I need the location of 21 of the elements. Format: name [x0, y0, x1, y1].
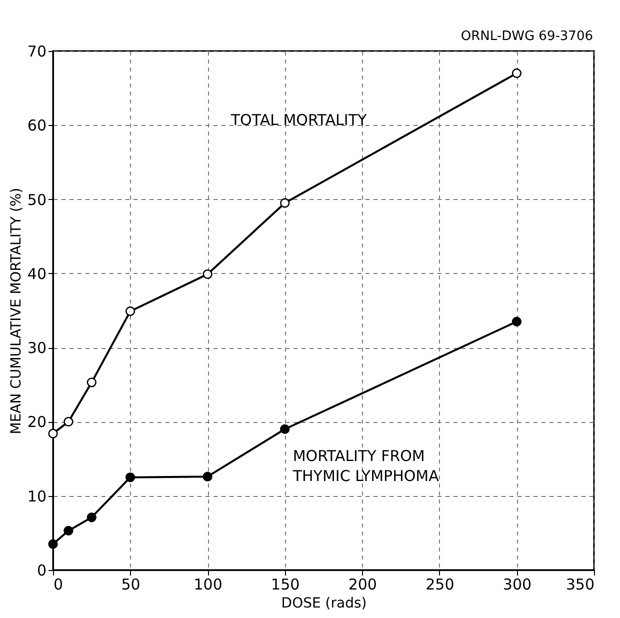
x-tick-label: 0 — [54, 576, 64, 594]
series-label: MORTALITY FROM THYMIC LYMPHOMA — [292, 447, 440, 486]
y-tick-label: 30 — [27, 339, 46, 358]
y-tick-label: 10 — [27, 487, 46, 506]
x-axis-title: DOSE (rads) — [281, 596, 367, 612]
y-tick-label: 20 — [27, 413, 46, 432]
x-tick-label: 350 — [566, 576, 594, 594]
y-tick-label: 60 — [27, 116, 46, 135]
series-label: TOTAL MORTALITY — [230, 110, 368, 129]
y-tick-label: 50 — [27, 190, 46, 209]
x-tick-label: 100 — [194, 576, 222, 594]
x-tick-label: 300 — [502, 576, 532, 594]
text: ORNL-DWG 69-3706 — [460, 29, 593, 44]
y-tick-label: 0 — [36, 562, 46, 580]
x-tick-label: 50 — [121, 576, 140, 594]
x-tick-label: 150 — [271, 576, 300, 594]
y-tick-label: 40 — [27, 264, 46, 283]
y-axis-title: MEAN CUMULATIVE MORTALITY (%) — [8, 188, 24, 434]
x-tick-label: 250 — [426, 576, 454, 594]
x-tick-label: 200 — [348, 576, 377, 594]
y-tick-label: 70 — [27, 42, 46, 60]
